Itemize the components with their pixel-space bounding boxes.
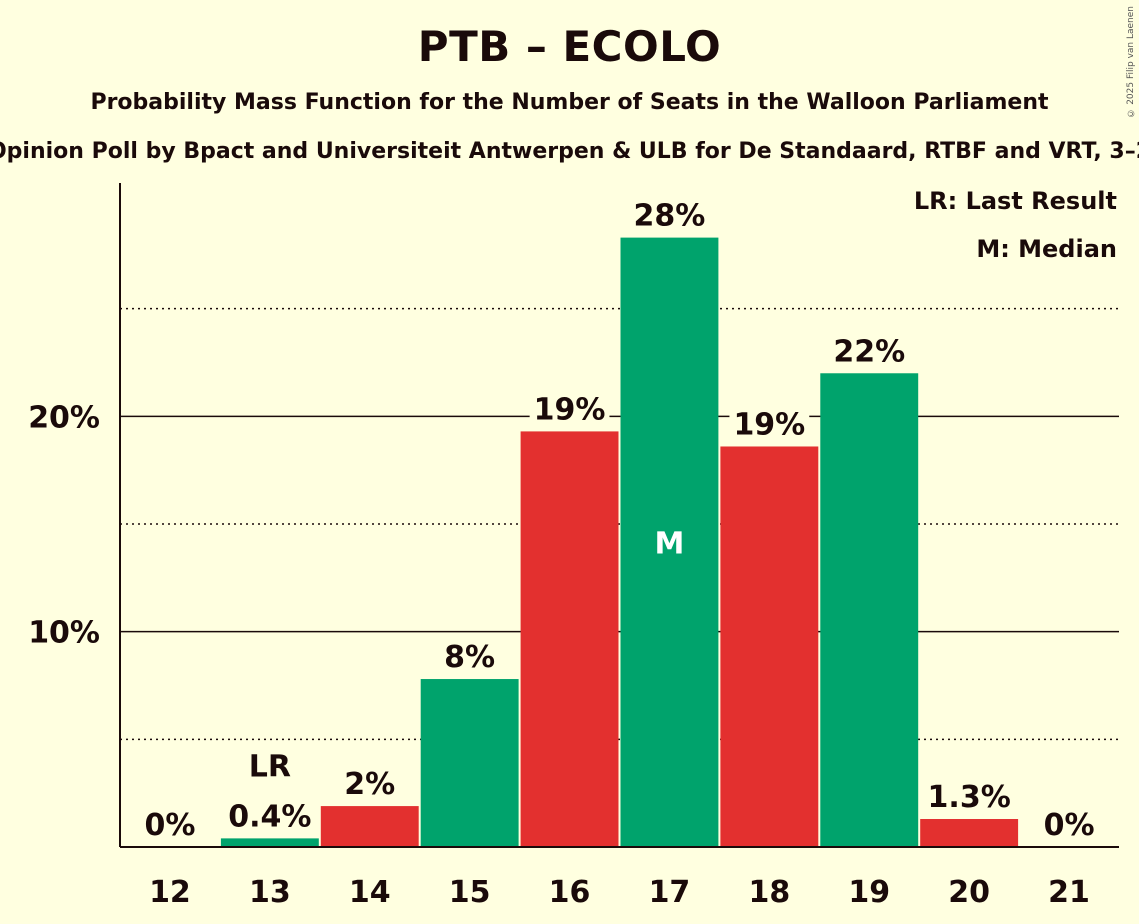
- chart-subtitle: Probability Mass Function for the Number…: [90, 90, 1049, 115]
- bar-18: [720, 446, 819, 847]
- legend-last-result: LR: Last Result: [914, 187, 1117, 215]
- bar-value-label-15: 8%: [444, 640, 495, 675]
- x-tick-label-14: 14: [349, 875, 391, 910]
- bar-value-label-16: 19%: [534, 392, 606, 427]
- grid-lines: [120, 307, 1119, 741]
- x-tick-label-20: 20: [948, 875, 990, 910]
- median-marker: M: [655, 526, 685, 561]
- label-background: [923, 782, 1015, 814]
- bar-16: [520, 431, 619, 847]
- label-background: [340, 769, 400, 801]
- x-tick-label-12: 12: [149, 875, 191, 910]
- bar-15: [420, 679, 519, 847]
- label-background: [440, 642, 500, 674]
- bar-value-label-12: 0%: [144, 808, 195, 843]
- label-background: [140, 810, 200, 841]
- label-background: [629, 200, 710, 232]
- bar-value-label-13: 0.4%: [228, 799, 311, 834]
- bar-19: [820, 373, 919, 847]
- bar-value-label-20: 1.3%: [928, 780, 1011, 815]
- x-tick-label-19: 19: [848, 875, 890, 910]
- x-tick-label-13: 13: [249, 875, 291, 910]
- x-tick-label-16: 16: [549, 875, 591, 910]
- bar-17: [620, 237, 719, 847]
- x-tick-label-21: 21: [1048, 875, 1090, 910]
- label-background: [529, 394, 610, 426]
- chart-title: PTB – ECOLO: [417, 22, 722, 71]
- bar-14: [320, 806, 419, 847]
- label-background: [1039, 810, 1099, 841]
- x-tick-label-15: 15: [449, 875, 491, 910]
- legend-median: M: Median: [976, 235, 1117, 263]
- bar-value-label-21: 0%: [1044, 808, 1095, 843]
- y-tick-label: 10%: [28, 616, 100, 651]
- bar-value-label-17: 28%: [634, 199, 706, 234]
- x-tick-label-17: 17: [649, 875, 691, 910]
- bar-value-label-14: 2%: [344, 767, 395, 802]
- bar-value-label-18: 19%: [733, 407, 805, 442]
- last-result-marker: LR: [249, 749, 291, 784]
- x-tick-label-18: 18: [748, 875, 790, 910]
- label-background: [729, 409, 810, 441]
- y-tick-label: 20%: [28, 400, 100, 435]
- chart-source: Opinion Poll by Bpact and Universiteit A…: [0, 139, 1139, 164]
- label-background: [224, 801, 316, 833]
- axes: [119, 183, 1119, 848]
- bars: [220, 237, 1019, 847]
- bar-13: [220, 838, 319, 847]
- label-background: [829, 336, 910, 368]
- labels: 10% 20% 0% 12 0.4% 13 LR 2% 14 8% 15 19% 16 28% 17 M 19%…: [28, 199, 1099, 910]
- bar-value-label-19: 22%: [833, 334, 905, 369]
- bar-20: [920, 819, 1019, 847]
- label-background: [244, 751, 295, 783]
